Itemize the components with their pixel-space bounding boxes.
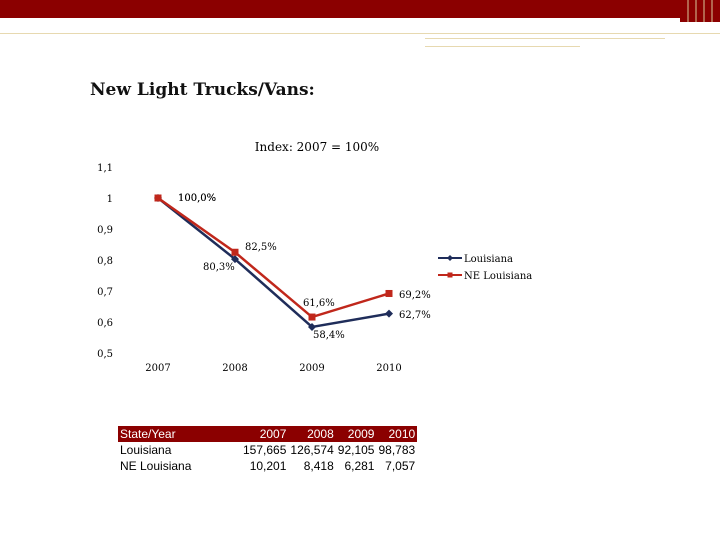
series-layer	[154, 194, 393, 331]
table-cell: 126,574	[290, 443, 334, 457]
table-row: NE Louisiana 10,201 8,418 6,281 7,057	[118, 458, 417, 474]
data-table: State/Year 2007 2008 2009 2010 Louisiana…	[118, 426, 418, 474]
data-point	[154, 194, 162, 202]
table-header-cell: 2008	[288, 426, 336, 442]
top-banner	[0, 0, 720, 18]
chart-title: Index: 2007 = 100%	[255, 140, 379, 154]
table-cell: 8,418	[303, 459, 334, 473]
table-cell: 98,783	[378, 443, 416, 457]
x-tick-label: 2008	[222, 363, 247, 374]
data-point	[385, 309, 393, 318]
data-label: 61,6%	[303, 298, 335, 309]
y-tick-label: 0,8	[97, 256, 113, 267]
y-tick-label: 1	[107, 194, 113, 205]
y-tick-label: 0,9	[97, 225, 113, 236]
data-point	[231, 248, 239, 256]
data-point	[308, 313, 316, 321]
table-header-gap	[232, 426, 241, 442]
table-cell: 92,105	[337, 443, 375, 457]
y-axis-ticks: 1,1 1 0,9 0,8 0,7 0,6 0,5	[97, 163, 113, 360]
x-tick-label: 2007	[145, 363, 170, 374]
banner-stripes	[680, 0, 720, 22]
data-labels: 100,0%80,3%58,4%62,7%100,0%82,5%61,6%69,…	[178, 193, 431, 341]
header-rule-3	[425, 46, 580, 47]
data-label: 62,7%	[399, 310, 431, 321]
y-tick-label: 0,6	[97, 318, 113, 329]
y-tick-label: 0,5	[97, 349, 113, 360]
legend-marker	[447, 255, 453, 261]
legend-label: Louisiana	[464, 254, 513, 265]
data-point	[231, 255, 239, 264]
y-tick-label: 0,7	[97, 287, 113, 298]
table-cell: 7,057	[385, 459, 416, 473]
data-point	[308, 322, 316, 331]
table-cell: NE Louisiana	[120, 459, 192, 473]
y-tick-label: 1,1	[97, 163, 113, 174]
x-axis-ticks: 2007 2008 2009 2010	[145, 363, 401, 374]
legend-label: NE Louisiana	[464, 271, 532, 282]
legend: Louisiana NE Louisiana	[438, 254, 532, 282]
x-tick-label: 2010	[376, 363, 401, 374]
data-label: 82,5%	[245, 242, 277, 253]
table-gap	[232, 458, 241, 474]
header-rule-2	[425, 38, 665, 39]
data-point	[385, 289, 393, 297]
x-tick-label: 2009	[299, 363, 324, 374]
data-label: 58,4%	[313, 330, 345, 341]
table-cell: 10,201	[249, 459, 287, 473]
table-header-cell: 2009	[335, 426, 377, 442]
table-cell: 157,665	[243, 443, 287, 457]
table-cell: 6,281	[344, 459, 375, 473]
table-cell: Louisiana	[120, 443, 172, 457]
series-line-louisiana	[157, 197, 390, 329]
legend-marker	[447, 272, 453, 278]
data-label: 80,3%	[203, 262, 235, 273]
table-row: Louisiana 157,665 126,574 92,105 98,783	[118, 442, 417, 458]
header-rule-1	[0, 33, 720, 34]
line-chart: Index: 2007 = 100% 1,1 1 0,9 0,8 0,7 0,6 0,5 2…	[97, 140, 532, 374]
table-gap	[232, 442, 241, 458]
slide-title: New Light Trucks/Vans:	[90, 80, 315, 100]
data-label: 100,0%	[178, 193, 216, 204]
data-label: 69,2%	[399, 290, 431, 301]
data-label: 100,0%	[178, 193, 216, 204]
series-line-ne-louisiana	[157, 196, 390, 319]
table-header-cell: 2010	[376, 426, 418, 442]
table-header-cell: State/Year	[118, 426, 232, 442]
table-header-row: State/Year 2007 2008 2009 2010	[118, 426, 418, 442]
table-header-cell: 2007	[241, 426, 289, 442]
